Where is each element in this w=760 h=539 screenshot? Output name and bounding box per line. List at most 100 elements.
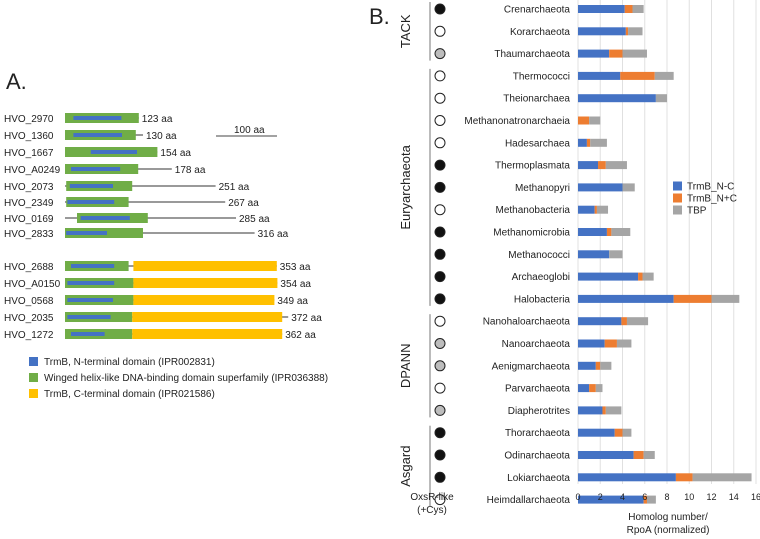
x-axis-label-line2: RpoA (normalized) [627,525,710,536]
bar-segment-0 [578,205,595,214]
protein-length: 130 aa [146,131,177,142]
x-axis-label-line1: Homolog number/ [628,512,708,523]
bar-segment-1 [594,205,597,214]
chart-gridlines [577,0,757,484]
protein-row: HVO_0568 349 aa [4,295,308,307]
bar-segment-2 [622,428,632,437]
legend-swatch [673,181,682,191]
bar-segment-2 [622,49,647,58]
domain-c [133,261,277,271]
protein-row: HVO_1667 154 aa [4,147,191,159]
legend-label: TrmB_N+C [687,194,737,205]
bar-segment-2 [692,473,752,482]
category-label: Theionarchaea [503,94,570,105]
category-label: Odinarchaeota [504,451,570,462]
oxsr-circle [434,338,446,349]
x-tick-label: 4 [620,492,625,502]
category-label: Crenarchaeota [504,5,571,16]
bar-segment-1 [606,228,612,236]
protein-row: HVO_2833 316 aa [4,228,289,240]
category-label: Thermoplasmata [495,161,570,172]
bar-segment-0 [578,250,610,259]
bar-segment-0 [578,495,644,504]
oxsr-circle [434,315,446,327]
protein-row: HVO_0169 285 aa [4,213,270,225]
group-label: Asgard [398,446,413,487]
bar-segment-1 [675,473,693,482]
protein-row: HVO_1360 130 aa [4,130,177,142]
protein-name: HVO_2688 [4,262,54,273]
oxsr-circle [434,25,446,37]
bar-segment-0 [578,138,587,147]
oxsr-circle [434,248,446,260]
category-label: Hadesarchaea [505,138,570,149]
category-label: Methanomicrobia [493,228,570,239]
protein-length: 267 aa [228,198,259,209]
oxsr-circle [434,360,446,372]
bar-segment-2 [655,94,667,103]
bar-segment-2 [642,272,654,281]
category-label: Archaeoglobi [512,272,570,283]
category-label: Parvarchaeota [505,384,570,395]
domain-n [67,315,111,319]
oxsr-circle [434,92,446,104]
scale-bar-label: 100 aa [234,125,265,136]
category-label: Nanohaloarchaeota [483,317,571,328]
domain-n [69,184,113,188]
legend-swatch [29,373,38,382]
domain-legend: TrmB, N-terminal domain (IPR002831) Winge… [29,357,328,400]
oxsr-circle [434,137,446,149]
category-label: Thermococci [513,71,570,82]
oxsr-circle [434,48,446,60]
oxsr-circle [434,271,446,283]
domain-n [71,167,121,171]
bar-segment-0 [578,228,607,236]
protein-length: 316 aa [258,229,289,240]
bar-segment-1 [633,451,644,459]
bar-segment-0 [578,294,674,303]
domain-c [133,295,275,305]
category-label: Diapherotrites [508,406,570,417]
oxsr-circle [434,494,446,506]
bar-segment-0 [578,339,605,348]
bar-segment-0 [578,94,656,103]
protein-row: HVO_2688 353 aa [4,261,311,273]
protein-length: 349 aa [277,296,308,307]
bar-segment-0 [578,272,639,281]
bar-segment-2 [600,361,612,370]
bar-segment-1 [621,317,627,326]
category-label: Korarchaeota [510,27,570,38]
category-label: Nanoarchaeota [502,339,571,350]
protein-row: HVO_A0150 354 aa [4,278,311,290]
protein-row: HVO_2073 251 aa [4,181,250,193]
bar-segment-1 [578,116,590,125]
oxsr-circle [434,427,446,439]
bar-segment-0 [578,5,625,13]
legend-label: TrmB, N-terminal domain (IPR002831) [44,357,215,368]
category-label: Lokiarchaeota [507,473,570,484]
bar-segment-2 [596,205,609,214]
oxsr-circle [434,115,446,126]
panel-b-label: B. [369,4,390,29]
protein-name: HVO_2035 [4,313,54,324]
protein-length: 354 aa [280,279,311,290]
legend-swatch [29,389,38,398]
category-label: Methanopyri [515,183,570,194]
bar-segment-0 [578,473,676,482]
x-tick-label: 12 [706,492,716,502]
category-label: Thaumarchaeota [494,49,570,60]
bar-segment-0 [578,71,621,80]
oxsr-circle [434,471,446,483]
protein-name: HVO_0568 [4,296,54,307]
category-label: Methanonatronarchaeia [464,116,570,127]
bar-segment-2 [605,406,622,415]
legend-label: TBP [687,206,707,217]
bar-segment-0 [578,183,623,192]
bar-segment-1 [614,428,623,437]
bar-segment-2 [628,27,643,36]
phylum-group-brackets: TACK Euryarchaeota DPANN Asgard [398,2,431,507]
domain-c [132,329,283,339]
oxsr-circle [434,404,446,416]
oxsr-circle [434,181,446,193]
